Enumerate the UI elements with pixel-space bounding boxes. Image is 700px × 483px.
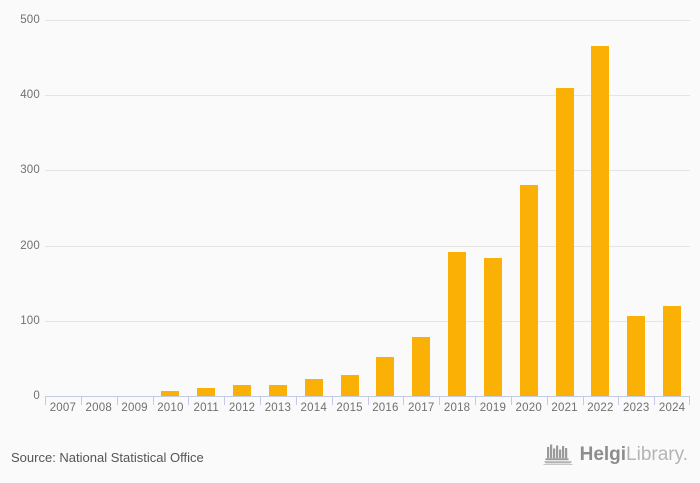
x-axis-tick-label: 2022 — [587, 402, 614, 414]
x-axis-tick-label: 2007 — [49, 402, 77, 414]
bar[interactable] — [197, 387, 216, 396]
y-axis-tick-label: 200 — [20, 239, 40, 252]
bar-slot — [547, 20, 583, 396]
x-axis-tick — [295, 396, 297, 405]
x-axis-tick — [188, 396, 190, 405]
y-axis-tick-label: 300 — [20, 164, 40, 177]
x-axis-tick — [331, 396, 333, 405]
y-axis-tick-label: 100 — [20, 314, 40, 327]
helgi-library-logo[interactable]: HelgiLibrary. — [543, 443, 688, 465]
x-axis-tick — [689, 396, 690, 405]
x-axis-tick-label: 2014 — [300, 402, 327, 414]
source-note: Source: National Statistical Office — [11, 450, 204, 465]
bar[interactable] — [268, 385, 287, 396]
bar[interactable] — [304, 379, 323, 396]
x-axis-tick-label: 2010 — [157, 402, 184, 414]
bar[interactable] — [161, 390, 180, 396]
library-books-icon — [543, 444, 573, 465]
x-axis-tick — [367, 396, 369, 405]
x-axis-tick-label: 2019 — [479, 402, 507, 414]
bar-slot — [81, 20, 117, 396]
bar-slot — [45, 20, 81, 396]
x-axis-ticks — [45, 396, 690, 405]
gridline — [45, 170, 690, 172]
bar-slot — [117, 20, 153, 396]
x-axis-tick-label: 2023 — [623, 402, 650, 414]
y-axis-tick-label: 500 — [20, 14, 40, 26]
bar[interactable] — [448, 251, 467, 396]
chart-footer: Source: National Statistical Office He — [0, 425, 700, 483]
bar[interactable] — [519, 184, 538, 396]
bar-slot — [260, 20, 296, 396]
x-axis-tick-label: 2017 — [408, 402, 435, 414]
x-axis-tick-label: 2020 — [515, 402, 542, 414]
bar[interactable] — [591, 45, 610, 396]
x-axis-tick-label: 2018 — [443, 402, 471, 414]
y-axis-tick-label: 400 — [20, 89, 40, 102]
x-axis-tick — [116, 396, 118, 405]
x-axis-tick-label: 2012 — [228, 402, 256, 414]
bar[interactable] — [376, 356, 395, 396]
gridline — [45, 95, 690, 97]
gridline — [45, 320, 690, 322]
bar-slot — [224, 20, 260, 396]
x-axis-tick-label: 2016 — [372, 402, 399, 414]
gridline — [45, 20, 690, 21]
brand-name-light: Library. — [626, 443, 688, 465]
bar[interactable] — [483, 258, 502, 396]
plot-area — [45, 20, 690, 396]
bar[interactable] — [663, 305, 682, 396]
bar-slot — [296, 20, 332, 396]
x-axis-tick — [510, 396, 512, 405]
x-axis-tick — [152, 396, 154, 405]
x-axis-tick-label: 2024 — [658, 402, 686, 414]
brand-name-strong: Helgi — [579, 443, 627, 465]
brand-text: HelgiLibrary. — [580, 445, 688, 464]
x-axis-tick — [224, 396, 226, 405]
bar-slot — [332, 20, 368, 396]
bar[interactable] — [627, 316, 646, 396]
bar[interactable] — [233, 384, 252, 396]
y-axis: 0 100 200 300 400 500 — [0, 14, 40, 402]
x-axis-tick — [582, 396, 584, 405]
bars-layer — [45, 20, 690, 396]
bar[interactable] — [555, 88, 574, 396]
x-axis-tick-label: 2009 — [121, 402, 148, 414]
x-axis-tick — [546, 396, 548, 405]
bar-slot — [618, 20, 654, 396]
x-axis-tick — [80, 396, 82, 405]
x-axis-labels: 2007 2008 2009 2010 2011 2012 2013 2014 2015 2016… — [45, 402, 690, 422]
x-axis-tick — [475, 396, 476, 405]
x-axis-tick-label: 2008 — [85, 402, 112, 414]
gridline — [45, 245, 690, 247]
x-axis-tick-label: 2013 — [264, 402, 292, 414]
bar-slot — [439, 20, 475, 396]
x-axis-tick — [260, 396, 261, 405]
x-axis-tick-label: 2021 — [551, 402, 578, 414]
y-axis-tick-label: 0 — [33, 390, 40, 402]
bar[interactable] — [340, 374, 359, 396]
x-axis-tick-label: 2011 — [193, 402, 220, 414]
bar-slot — [153, 20, 189, 396]
x-axis-tick — [618, 396, 620, 405]
x-axis-tick-label: 2015 — [336, 402, 363, 414]
x-axis-tick — [654, 396, 656, 405]
bar[interactable] — [412, 337, 431, 396]
x-axis-tick — [439, 396, 441, 405]
bar-slot — [654, 20, 690, 396]
x-axis-tick — [403, 396, 405, 405]
bar-slot — [583, 20, 619, 396]
bar-slot — [368, 20, 404, 396]
bar-slot — [188, 20, 224, 396]
bar-slot — [511, 20, 547, 396]
x-axis-tick — [45, 396, 46, 405]
bar-slot — [403, 20, 439, 396]
bar-slot — [475, 20, 511, 396]
